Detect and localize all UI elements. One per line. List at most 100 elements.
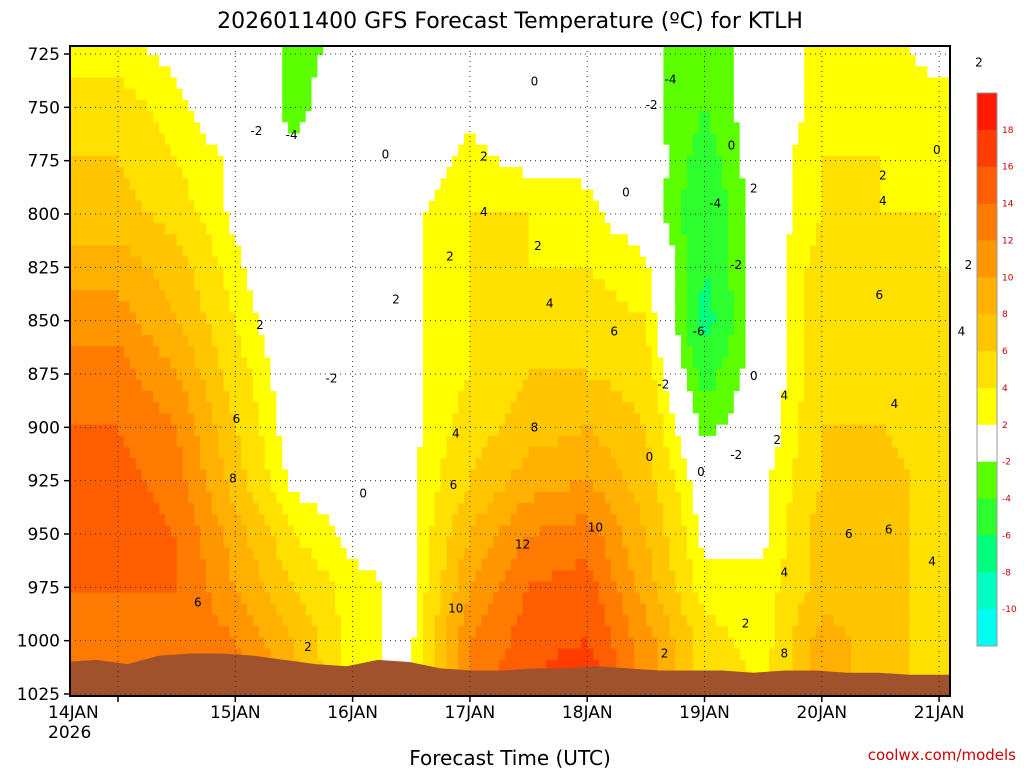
heat-cell [376,536,383,549]
heat-cell [141,77,148,90]
heat-cell [188,592,195,605]
heat-cell [71,133,78,146]
heat-cell [194,570,201,583]
heat-cell [258,379,266,392]
heat-cell [510,99,518,112]
heat-cell [82,55,90,67]
heat-cell [88,155,96,168]
heat-cell [317,424,324,437]
heat-cell [159,469,166,482]
heat-cell [276,559,283,571]
heat-cell [217,122,225,135]
heat-cell [528,46,536,56]
heat-cell [422,211,430,224]
heat-cell [440,111,448,123]
heat-cell [493,245,500,258]
heat-cell [347,33,353,45]
heat-cell [317,279,324,291]
heat-cell [317,648,324,661]
heat-cell [464,603,471,616]
heat-cell [352,603,360,616]
heat-cell [381,144,389,157]
heat-cell [194,267,201,280]
heat-cell [458,413,465,426]
heat-cell [135,346,143,359]
heat-cell [205,514,213,527]
heat-cell [540,111,547,123]
heat-cell [147,111,154,123]
heat-cell [112,424,119,437]
heat-cell [141,211,148,224]
heat-cell [129,346,137,359]
heat-cell [540,424,547,437]
heat-cell [540,77,547,90]
heat-cell [270,211,277,224]
heat-cell [387,290,395,303]
heat-cell [546,637,553,650]
heat-cell [452,637,459,650]
heat-cell [76,379,84,392]
heat-cell [528,357,536,370]
heat-cell [546,603,553,616]
heat-cell [88,88,96,101]
heat-cell [282,491,289,504]
heat-cell [147,615,154,627]
heat-cell [428,603,436,616]
heat-cell [112,335,119,347]
heat-cell [164,514,172,527]
heat-cell [329,391,336,403]
heat-cell [493,267,500,280]
heat-cell [434,223,442,235]
heat-cell [370,178,377,191]
heat-cell [352,491,360,504]
heat-cell [358,357,365,370]
heat-cell [217,491,225,504]
heat-cell [106,77,113,90]
heat-cell [323,637,330,650]
heat-cell [264,122,272,135]
heat-cell [293,469,301,482]
heat-cell [252,111,260,123]
heat-cell [381,99,389,112]
heat-cell [258,469,266,482]
heat-cell [299,111,307,123]
heat-cell [434,603,442,616]
heat-cell [411,245,418,258]
heat-cell [223,55,231,67]
heat-cell [317,570,324,583]
heat-cell [229,178,236,191]
heat-cell [516,290,524,303]
heat-cell [94,312,102,325]
heat-cell [159,178,166,191]
heat-cell [71,581,78,594]
heat-cell [153,536,160,549]
heat-cell [505,33,511,45]
heat-cell [100,111,107,123]
heat-cell [417,66,424,79]
heat-cell [516,46,524,56]
heat-cell [540,514,547,527]
heat-cell [147,133,154,146]
heat-cell [434,55,442,67]
heat-cell [82,155,90,168]
heat-cell [100,144,107,157]
heat-cell [135,189,143,202]
heat-cell [159,379,166,392]
heat-cell [329,279,336,291]
heat-cell [147,402,154,415]
heat-cell [528,312,536,325]
heat-cell [258,615,266,627]
heat-cell [141,33,147,45]
heat-cell [317,200,324,213]
heat-cell [112,592,119,605]
heat-cell [305,245,313,258]
heat-cell [481,133,489,146]
heat-cell [540,99,547,112]
heat-cell [147,323,154,336]
heat-cell [335,368,342,381]
heat-cell [481,424,489,437]
heat-cell [176,245,184,258]
heat-cell [458,469,465,482]
heat-cell [469,581,477,594]
heat-cell [458,111,465,123]
